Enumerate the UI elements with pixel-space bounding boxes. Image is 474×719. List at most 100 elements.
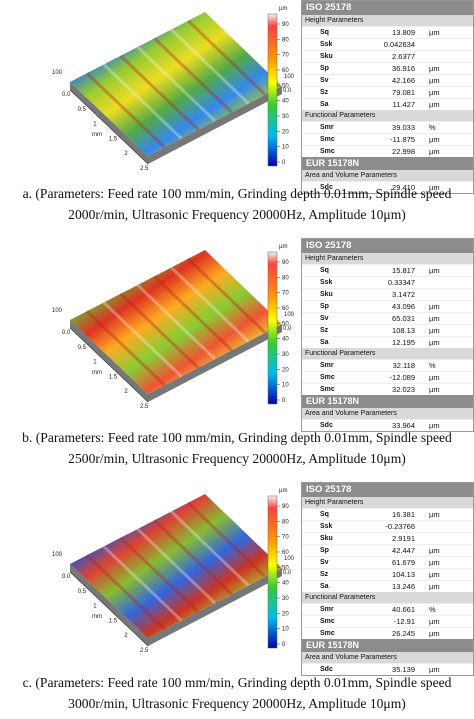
- parameter-value: 2.9191: [392, 534, 415, 543]
- axis-line: [69, 327, 149, 403]
- section-title: Height Parameters: [302, 15, 473, 26]
- parameter-unit: µm: [429, 665, 440, 674]
- parameter-value: -0.23766: [385, 522, 415, 531]
- axis-label: 0.0: [62, 574, 71, 580]
- parameter-value: 39.033: [392, 123, 415, 132]
- parameter-unit: µm: [429, 76, 440, 85]
- parameter-unit: µm: [429, 314, 440, 323]
- parameter-name: Sku: [320, 291, 333, 298]
- color-bar-label: 20: [282, 129, 289, 135]
- parameter-name: Smc: [320, 374, 335, 381]
- color-bar-label: 90: [282, 504, 289, 510]
- parameter-table: ISO 25178 Height Parameters Sq 16.381 µm Ssk -…: [301, 482, 474, 676]
- ridge: [153, 519, 233, 596]
- axis-label: 1.5: [109, 374, 118, 380]
- axis-label: 2.5: [140, 404, 149, 410]
- color-bar-label: 0: [282, 398, 286, 404]
- color-bar-label: 40: [282, 581, 289, 587]
- axis-label: 0.5: [78, 589, 87, 595]
- section-title: Area and Volume Parameters: [302, 408, 473, 419]
- parameter-row: Smc -11.875 µm: [302, 133, 473, 145]
- parameter-name: Smr: [320, 124, 334, 131]
- axis-label: 2.5: [140, 166, 149, 172]
- color-bar-label: 50: [282, 83, 289, 89]
- color-bar-label: 60: [282, 306, 289, 312]
- ridge: [85, 72, 166, 149]
- parameter-row: Sku 2.6377: [302, 50, 473, 62]
- color-bar-unit: µm: [279, 6, 287, 12]
- color-bar-label: 80: [282, 275, 289, 281]
- parameter-name: Sq: [320, 29, 329, 36]
- parameter-value: 61.679: [392, 558, 415, 567]
- caption-line: a. (Parameters: Feed rate 100 mm/min, Gr…: [22, 186, 452, 201]
- axis-label: 0.5: [78, 107, 87, 113]
- parameter-unit: µm: [429, 570, 440, 579]
- parameter-value: 0.33347: [387, 278, 415, 287]
- axis-label: 1.5: [109, 136, 118, 142]
- parameter-name: Sv: [320, 559, 329, 566]
- parameter-name: Smc: [320, 630, 335, 637]
- parameter-value: 29.410: [392, 183, 415, 192]
- parameter-name: Ssk: [320, 523, 333, 530]
- parameter-value: 22.998: [392, 147, 415, 156]
- color-bar-label: 70: [282, 291, 289, 297]
- parameter-row: Sz 104.13 µm: [302, 568, 473, 580]
- parameter-value: 104.13: [392, 570, 415, 579]
- parameter-name: Smc: [320, 148, 335, 155]
- ridge: [85, 310, 166, 387]
- parameter-unit: µm: [429, 510, 440, 519]
- axis-label: mm: [92, 132, 102, 138]
- axis-label: 2: [124, 633, 128, 639]
- color-bar-label: 0: [282, 160, 286, 166]
- section-title: Height Parameters: [302, 497, 473, 508]
- axis-line: [69, 89, 149, 165]
- parameter-value: 42.447: [392, 546, 415, 555]
- color-bar-label: 30: [282, 596, 289, 602]
- surface: [70, 494, 282, 638]
- parameter-row: Sv 65.031 µm: [302, 312, 473, 324]
- parameter-value: 12.195: [392, 338, 415, 347]
- parameter-value: 43.096: [392, 302, 415, 311]
- parameter-value: 32.023: [392, 385, 415, 394]
- ridge: [102, 545, 183, 622]
- parameter-name: Smc: [320, 618, 335, 625]
- parameter-name: Sp: [320, 303, 329, 310]
- ridge: [187, 501, 267, 578]
- parameter-row: Sa 13.246 µm: [302, 580, 473, 592]
- parameter-unit: µm: [429, 385, 440, 394]
- parameter-value: 15.817: [392, 266, 415, 275]
- table-header: EUR 15178N: [302, 157, 473, 170]
- parameter-row: Sv 42.166 µm: [302, 74, 473, 86]
- parameter-value: 3.1472: [392, 290, 415, 299]
- parameter-row: Smc 26.245 µm: [302, 627, 473, 639]
- color-bar-label: 20: [282, 611, 289, 617]
- parameter-row: Ssk 0.042634: [302, 38, 473, 50]
- parameter-value: 13.809: [392, 28, 415, 37]
- ridge: [136, 283, 217, 361]
- surface-wall: [70, 82, 282, 164]
- section-title: Functional Parameters: [302, 348, 473, 359]
- parameter-row: Smr 40.661%: [302, 603, 473, 615]
- parameter-value: -12.089: [389, 373, 415, 382]
- parameter-row: Sz 79.081 µm: [302, 86, 473, 98]
- parameter-row: Smr 39.033%: [302, 121, 473, 133]
- axis-label: 0.0: [62, 92, 71, 98]
- section-title: Area and Volume Parameters: [302, 652, 473, 663]
- parameter-unit: µm: [429, 266, 440, 275]
- ridge: [187, 19, 267, 96]
- parameter-row: Sq 15.817 µm: [302, 264, 473, 276]
- color-bar: [267, 495, 278, 649]
- color-bar-label: 10: [282, 627, 289, 633]
- parameter-row: Smc 32.023 µm: [302, 383, 473, 395]
- axis-label: mm: [92, 614, 102, 620]
- parameter-table: ISO 25178 Height Parameters Sq 13.809 µm Ssk 0…: [301, 0, 474, 194]
- parameter-value: 40.661: [392, 605, 415, 614]
- parameter-row: Sdc 29.410 µm: [302, 181, 473, 193]
- section-title: Area and Volume Parameters: [302, 170, 473, 181]
- color-bar-label: 90: [282, 22, 289, 28]
- parameter-name: Sku: [320, 535, 333, 542]
- axis-label: 0.0: [62, 330, 71, 336]
- parameter-row: Sdc 33.964 µm: [302, 419, 473, 431]
- parameter-name: Sv: [320, 77, 329, 84]
